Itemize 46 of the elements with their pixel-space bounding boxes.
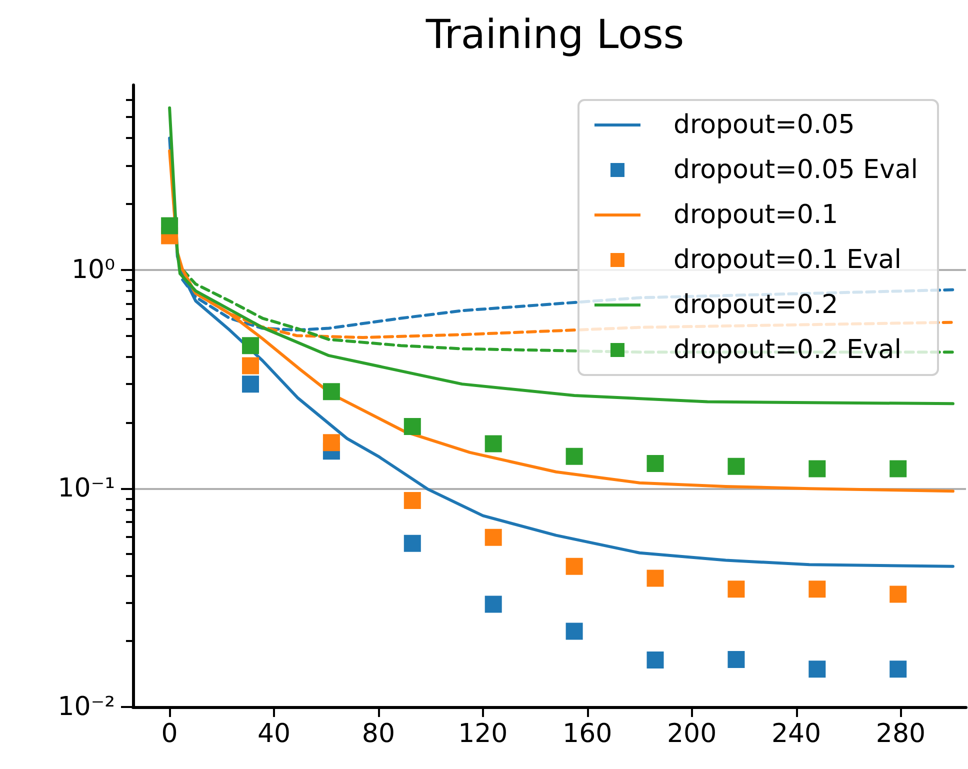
y-tick-label: 10⁻² <box>58 692 115 722</box>
point <box>484 596 502 613</box>
point <box>322 383 340 400</box>
point <box>242 376 260 393</box>
point <box>890 586 907 603</box>
legend-label: dropout=0.1 Eval <box>673 245 902 275</box>
legend-label: dropout=0.2 <box>673 290 838 320</box>
point <box>808 580 826 598</box>
y-tick-label: 10⁻¹ <box>58 473 115 504</box>
x-tick-label: 280 <box>876 719 926 749</box>
point <box>808 460 826 478</box>
legend-label: dropout=0.1 <box>673 200 838 230</box>
point <box>646 570 664 587</box>
point <box>646 652 664 669</box>
chart-title: Training Loss <box>424 12 684 58</box>
legend-label: dropout=0.2 Eval <box>673 335 902 365</box>
point <box>566 558 583 575</box>
x-tick-label: 40 <box>257 719 291 749</box>
point <box>808 660 826 678</box>
point <box>890 660 907 678</box>
x-tick-label: 120 <box>458 719 508 749</box>
point <box>404 418 421 435</box>
legend-label: dropout=0.05 <box>673 110 855 140</box>
point <box>728 458 745 475</box>
point <box>890 460 907 478</box>
point <box>728 650 745 668</box>
point <box>161 217 178 234</box>
point <box>484 528 502 546</box>
x-tick-label: 0 <box>161 719 178 749</box>
x-tick-label: 80 <box>362 719 396 749</box>
legend-label: dropout=0.05 Eval <box>673 155 918 185</box>
x-tick-label: 160 <box>562 719 612 749</box>
point <box>728 580 745 598</box>
point <box>242 337 260 354</box>
point <box>322 434 340 452</box>
point <box>646 454 664 472</box>
x-tick-label: 240 <box>771 719 822 749</box>
x-tick-label: 200 <box>666 719 717 749</box>
point <box>566 622 583 640</box>
y-tick-label: 10⁰ <box>71 254 115 285</box>
point <box>404 534 421 552</box>
line-series <box>168 149 954 493</box>
point <box>242 357 260 374</box>
point <box>484 435 502 452</box>
point <box>566 448 583 465</box>
point <box>404 492 421 510</box>
